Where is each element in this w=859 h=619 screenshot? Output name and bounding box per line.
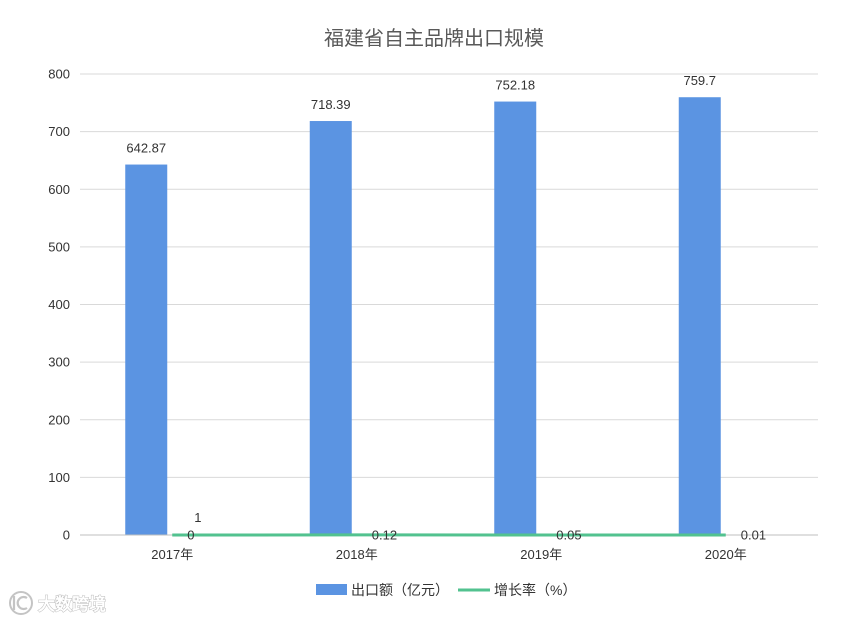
bar [678,97,721,536]
y-tick-label: 600 [48,182,70,197]
bar-value-label: 759.7 [683,73,716,88]
x-category-label: 2017年 [151,547,193,562]
y-tick-label: 500 [48,239,70,254]
bar-value-label: 642.87 [126,141,166,156]
x-category-label: 2018年 [336,547,378,562]
watermark: 大数跨境 [9,591,106,615]
legend-bar-swatch-icon [316,584,347,595]
x-axis-category-labels: 2017年 2018年 2019年 2020年 [151,547,746,562]
bar [309,121,352,535]
legend: 出口额（亿元） 增长率（%） [316,582,576,598]
data-labels: 642.87 718.39 752.18 759.7 0 0.12 0.05 0.01 1 [126,73,766,542]
x-category-label: 2020年 [705,547,747,562]
y-tick-label: 700 [48,124,70,139]
legend-bar-label: 出口额（亿元） [351,582,449,598]
bar [494,101,537,535]
y-tick-label: 400 [48,297,70,312]
legend-item-bar: 出口额（亿元） [316,582,449,598]
y-axis-tick-labels: 0 100 200 300 400 500 600 700 800 [48,67,70,543]
line-value-label: 0 [187,528,194,543]
watermark-logo-icon [9,591,33,615]
bar-value-label: 718.39 [311,97,351,112]
bar-series [125,97,721,536]
x-category-label: 2019年 [520,547,562,562]
chart-title: 福建省自主品牌出口规模 [324,27,544,50]
line-value-label: 0.05 [556,527,581,542]
legend-item-line: 增长率（%） [458,582,576,598]
bar-value-label: 752.18 [495,78,535,93]
y-tick-label: 300 [48,355,70,370]
line-value-label: 0.01 [741,527,766,542]
legend-line-label: 增长率（%） [494,582,576,598]
bar [125,164,168,536]
line-value-label: 0.12 [372,527,397,542]
y-tick-label: 800 [48,67,70,82]
watermark-text: 大数跨境 [38,594,106,614]
y-tick-label: 200 [48,412,70,427]
annotation-label: 1 [194,510,201,525]
y-tick-label: 100 [48,470,70,485]
y-tick-label: 0 [63,528,70,543]
